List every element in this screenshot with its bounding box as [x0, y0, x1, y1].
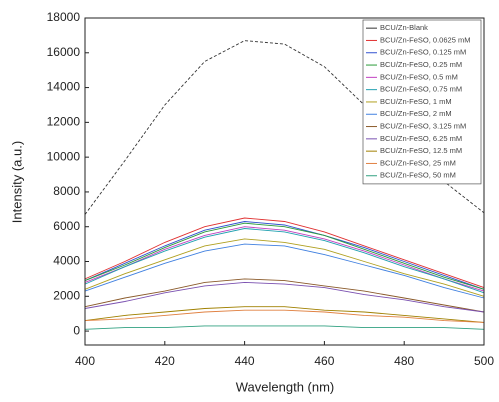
legend-label: BCU/Zn-FeSO, 1 mM — [380, 97, 452, 106]
legend-label: BCU/Zn-FeSO, 3.125 mM — [380, 122, 466, 131]
y-tick-label: 2000 — [53, 288, 80, 302]
y-tick-label: 12000 — [47, 115, 81, 129]
plot-frame — [84, 17, 485, 346]
x-tick-label: 400 — [75, 354, 95, 368]
y-axis-label: Intensity (a.u.) — [9, 141, 24, 223]
legend-label: BCU/Zn-FeSO, 50 mM — [380, 171, 456, 180]
series-line — [84, 221, 485, 290]
series-line — [84, 243, 485, 299]
series-line — [84, 306, 485, 323]
y-tick-label: 0 — [73, 323, 80, 337]
series-line — [84, 278, 485, 313]
legend-label: BCU/Zn-FeSO, 0.5 mM — [380, 72, 458, 81]
y-tick-label: 4000 — [53, 254, 80, 268]
y-tick-label: 16000 — [47, 45, 81, 59]
legend-label: BCU/Zn-Blank — [380, 23, 428, 32]
x-tick-label: 480 — [394, 354, 414, 368]
x-tick-label: 460 — [314, 354, 334, 368]
y-tick-label: 10000 — [47, 149, 81, 163]
y-tick-label: 6000 — [53, 219, 80, 233]
series-line — [84, 222, 485, 290]
series-line — [84, 217, 485, 289]
series-line — [84, 226, 485, 292]
x-tick-label: 440 — [235, 354, 255, 368]
legend-label: BCU/Zn-FeSO, 0.125 mM — [380, 48, 466, 57]
legend-label: BCU/Zn-FeSO, 25 mM — [380, 158, 456, 167]
legend-label: BCU/Zn-FeSO, 6.25 mM — [380, 134, 462, 143]
series-line — [84, 309, 485, 323]
x-tick-label: 500 — [474, 354, 494, 368]
series-line — [84, 228, 485, 294]
series-line — [84, 238, 485, 297]
legend-box — [362, 19, 482, 185]
legend-label: BCU/Zn-FeSO, 12.5 mM — [380, 146, 462, 155]
legend-label: BCU/Zn-FeSO, 0.75 mM — [380, 85, 462, 94]
legend-label: BCU/Zn-FeSO, 0.25 mM — [380, 60, 462, 69]
x-axis-label: Wavelength (nm) — [236, 379, 335, 394]
y-tick-label: 18000 — [47, 10, 81, 24]
legend-label: BCU/Zn-FeSO, 0.0625 mM — [380, 35, 470, 44]
y-tick-label: 8000 — [53, 184, 80, 198]
series-line — [84, 325, 485, 330]
series-line — [84, 281, 485, 313]
x-tick-label: 420 — [155, 354, 175, 368]
legend-label: BCU/Zn-FeSO, 2 mM — [380, 109, 452, 118]
y-tick-label: 14000 — [47, 80, 81, 94]
